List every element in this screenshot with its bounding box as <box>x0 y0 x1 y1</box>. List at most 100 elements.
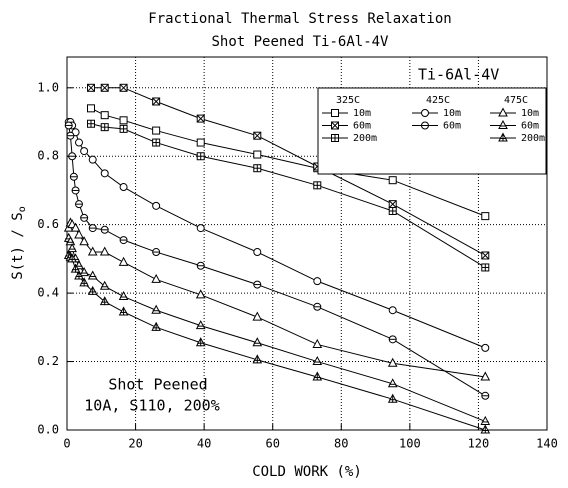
marker-shape <box>119 183 128 192</box>
marker-shape <box>388 306 397 315</box>
data-point <box>80 147 89 156</box>
marker-stroke <box>253 131 262 140</box>
marker-shape <box>387 378 398 388</box>
data-point <box>118 306 129 316</box>
data-point <box>313 181 322 190</box>
data-point <box>99 246 110 256</box>
data-point <box>100 123 109 132</box>
data-point <box>67 243 77 253</box>
data-point <box>151 321 161 331</box>
legend-marker <box>498 132 508 142</box>
data-point <box>75 138 83 147</box>
data-point <box>75 200 83 209</box>
data-point <box>312 371 323 381</box>
legend-box <box>317 87 547 175</box>
data-point <box>68 152 77 161</box>
x-tick-label: 120 <box>468 437 490 451</box>
data-point <box>196 224 205 233</box>
data-point <box>388 306 397 315</box>
data-point <box>195 289 206 299</box>
data-point <box>253 248 262 257</box>
marker-stroke <box>481 251 490 260</box>
legend-group: 325C <box>336 95 360 106</box>
marker-shape <box>88 155 97 164</box>
marker-stroke <box>87 83 95 92</box>
marker-shape <box>79 236 89 246</box>
data-point <box>70 263 81 273</box>
data-point <box>481 263 490 272</box>
x-tick-label: 60 <box>265 437 279 451</box>
marker-shape <box>313 277 322 286</box>
data-point <box>119 83 128 92</box>
data-point <box>152 248 161 257</box>
data-point <box>87 119 95 128</box>
data-point <box>87 285 98 295</box>
marker-shape <box>312 355 323 366</box>
data-point <box>480 371 491 381</box>
data-point <box>118 290 129 301</box>
data-point <box>152 138 161 147</box>
marker-shape <box>118 256 129 266</box>
marker-stroke <box>119 83 128 92</box>
data-point <box>152 201 161 210</box>
marker-shape <box>498 119 508 129</box>
data-point <box>388 335 397 344</box>
marker-shape <box>65 236 76 246</box>
data-point <box>252 311 263 321</box>
data-point <box>152 126 161 135</box>
data-point <box>70 222 81 232</box>
data-point <box>88 224 97 233</box>
data-point <box>480 424 491 434</box>
annotation-line: Shot Peened <box>108 376 207 394</box>
x-tick-label: 40 <box>197 437 211 451</box>
data-point <box>100 83 109 92</box>
legend-marker <box>498 119 508 129</box>
x-tick-label: 0 <box>63 437 70 451</box>
legend-label: 10m <box>521 108 539 119</box>
marker-stroke <box>388 200 397 209</box>
y-tick-label: 0.4 <box>37 286 59 300</box>
data-point <box>119 124 128 133</box>
data-point <box>65 236 76 246</box>
legend-label: 10m <box>443 108 461 119</box>
material-label: Ti-6Al-4V <box>418 66 499 84</box>
legend-marker <box>331 121 339 130</box>
marker-shape <box>196 224 205 233</box>
marker-shape <box>87 104 95 113</box>
marker-shape <box>118 290 129 301</box>
x-tick-label: 80 <box>334 437 348 451</box>
legend-group: 475C <box>504 95 528 106</box>
chart-title: Fractional Thermal Stress Relaxation <box>148 11 451 27</box>
data-point <box>481 391 490 400</box>
data-point <box>195 337 206 347</box>
legend-marker <box>498 107 508 117</box>
legend-label: 60m <box>521 121 539 132</box>
data-point <box>313 277 322 286</box>
marker-stroke <box>152 97 160 106</box>
legend-marker <box>331 109 339 117</box>
data-point <box>80 213 89 222</box>
marker-shape <box>70 222 81 232</box>
legend-marker <box>421 109 429 117</box>
data-point <box>253 150 262 159</box>
data-point <box>74 270 84 280</box>
marker-stroke <box>100 83 109 92</box>
data-point <box>119 116 128 125</box>
data-point <box>151 304 161 314</box>
marker-shape <box>253 248 262 257</box>
marker-shape <box>79 267 89 277</box>
data-point <box>196 152 205 161</box>
marker-shape <box>151 273 161 283</box>
data-point <box>87 270 98 280</box>
legend-label: 200m <box>521 133 545 144</box>
data-point <box>253 164 262 173</box>
data-point <box>119 236 128 245</box>
data-point <box>387 393 398 403</box>
data-point <box>312 355 323 366</box>
marker-shape <box>331 109 339 117</box>
marker-shape <box>421 109 429 117</box>
marker-shape <box>252 337 263 347</box>
data-point <box>71 186 80 195</box>
data-point <box>100 111 109 120</box>
